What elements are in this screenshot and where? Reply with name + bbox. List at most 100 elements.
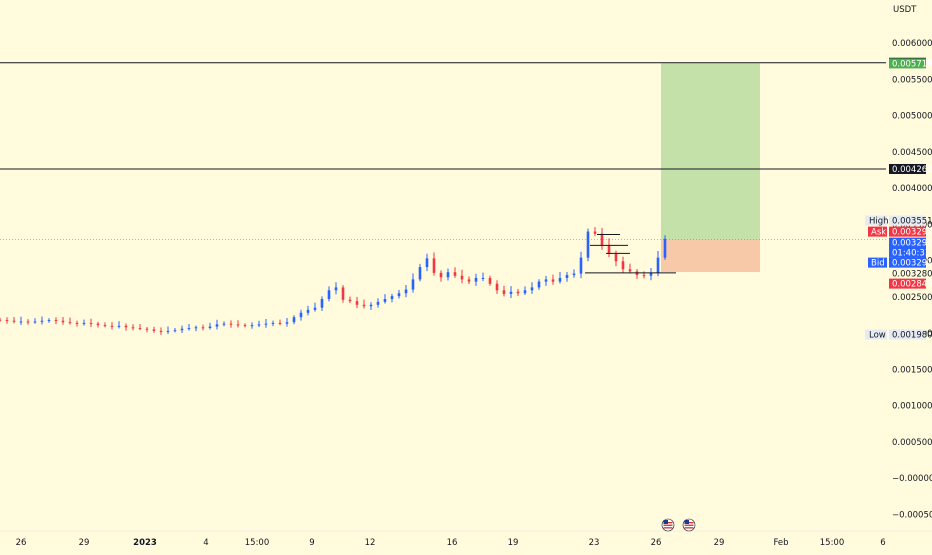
candle[interactable] (75, 320, 79, 327)
candle[interactable] (341, 285, 345, 303)
candle[interactable] (271, 320, 275, 327)
candle[interactable] (33, 318, 37, 324)
candle[interactable] (579, 251, 583, 279)
candle[interactable] (61, 316, 65, 325)
candle-body (96, 323, 100, 326)
candle[interactable] (425, 253, 429, 272)
candle[interactable] (257, 320, 261, 328)
candle[interactable] (222, 321, 226, 327)
candle[interactable] (264, 319, 268, 328)
candle[interactable] (586, 228, 590, 262)
candle[interactable] (110, 322, 114, 330)
candle[interactable] (495, 280, 499, 294)
candle[interactable] (145, 326, 149, 333)
candle[interactable] (124, 323, 128, 331)
candle[interactable] (0, 317, 2, 322)
candle[interactable] (152, 326, 156, 333)
candle[interactable] (446, 268, 450, 281)
candle[interactable] (516, 288, 520, 297)
candle[interactable] (607, 238, 611, 257)
candle[interactable] (362, 299, 366, 309)
candle[interactable] (180, 325, 184, 333)
candle[interactable] (131, 324, 135, 331)
candle[interactable] (96, 321, 100, 328)
candle[interactable] (306, 305, 310, 316)
candle[interactable] (460, 269, 464, 284)
candle[interactable] (439, 270, 443, 282)
candle[interactable] (215, 319, 219, 330)
candle[interactable] (523, 286, 527, 296)
candle[interactable] (194, 325, 198, 332)
candle[interactable] (572, 269, 576, 278)
candle[interactable] (474, 273, 478, 286)
candle[interactable] (404, 285, 408, 298)
candle[interactable] (313, 302, 317, 312)
candle[interactable] (12, 316, 16, 324)
candle[interactable] (40, 316, 44, 325)
candle[interactable] (600, 227, 604, 250)
candle[interactable] (355, 296, 359, 309)
candle[interactable] (5, 317, 9, 324)
candle[interactable] (593, 227, 597, 237)
candle[interactable] (19, 316, 23, 325)
candle[interactable] (173, 327, 177, 333)
candle[interactable] (229, 320, 233, 328)
candle[interactable] (292, 315, 296, 325)
candle[interactable] (376, 298, 380, 308)
candle[interactable] (299, 309, 303, 321)
candle[interactable] (558, 271, 562, 284)
target-zone[interactable] (661, 63, 760, 240)
candle[interactable] (82, 319, 86, 326)
candle[interactable] (481, 272, 485, 282)
candle[interactable] (54, 317, 58, 325)
candle[interactable] (411, 273, 415, 293)
candle[interactable] (544, 275, 548, 286)
candle[interactable] (453, 267, 457, 278)
candle[interactable] (285, 317, 289, 327)
candle[interactable] (488, 275, 492, 286)
us-flag-icon[interactable] (682, 518, 696, 532)
candle[interactable] (320, 296, 324, 311)
candle[interactable] (565, 272, 569, 282)
candle[interactable] (68, 317, 72, 325)
candle[interactable] (201, 324, 205, 331)
candle[interactable] (138, 323, 142, 331)
candle[interactable] (103, 322, 107, 328)
candle[interactable] (187, 323, 191, 331)
candle[interactable] (628, 263, 632, 274)
candle[interactable] (663, 235, 667, 260)
candle[interactable] (397, 289, 401, 299)
candle[interactable] (502, 285, 506, 297)
candle[interactable] (656, 251, 660, 277)
candle[interactable] (26, 319, 30, 325)
candle[interactable] (159, 327, 163, 335)
stop-zone[interactable] (661, 239, 760, 272)
candle[interactable] (621, 256, 625, 273)
candle[interactable] (334, 282, 338, 295)
candle[interactable] (418, 263, 422, 282)
candle[interactable] (208, 322, 212, 330)
candle[interactable] (47, 318, 51, 323)
candle[interactable] (467, 276, 471, 285)
candle[interactable] (278, 319, 282, 326)
candle[interactable] (509, 286, 513, 298)
candle[interactable] (89, 318, 93, 328)
candle[interactable] (390, 293, 394, 303)
candle[interactable] (236, 320, 240, 328)
us-flag-icon[interactable] (661, 518, 675, 532)
candle[interactable] (327, 286, 331, 302)
candle[interactable] (243, 323, 247, 328)
candle[interactable] (348, 296, 352, 303)
candle[interactable] (530, 282, 534, 294)
candle[interactable] (117, 321, 121, 329)
candle[interactable] (432, 252, 436, 276)
candle[interactable] (537, 279, 541, 290)
candle[interactable] (649, 267, 653, 281)
candle[interactable] (166, 326, 170, 334)
candle[interactable] (369, 302, 373, 311)
candle[interactable] (250, 322, 254, 329)
candle[interactable] (383, 294, 387, 304)
candle[interactable] (551, 274, 555, 285)
